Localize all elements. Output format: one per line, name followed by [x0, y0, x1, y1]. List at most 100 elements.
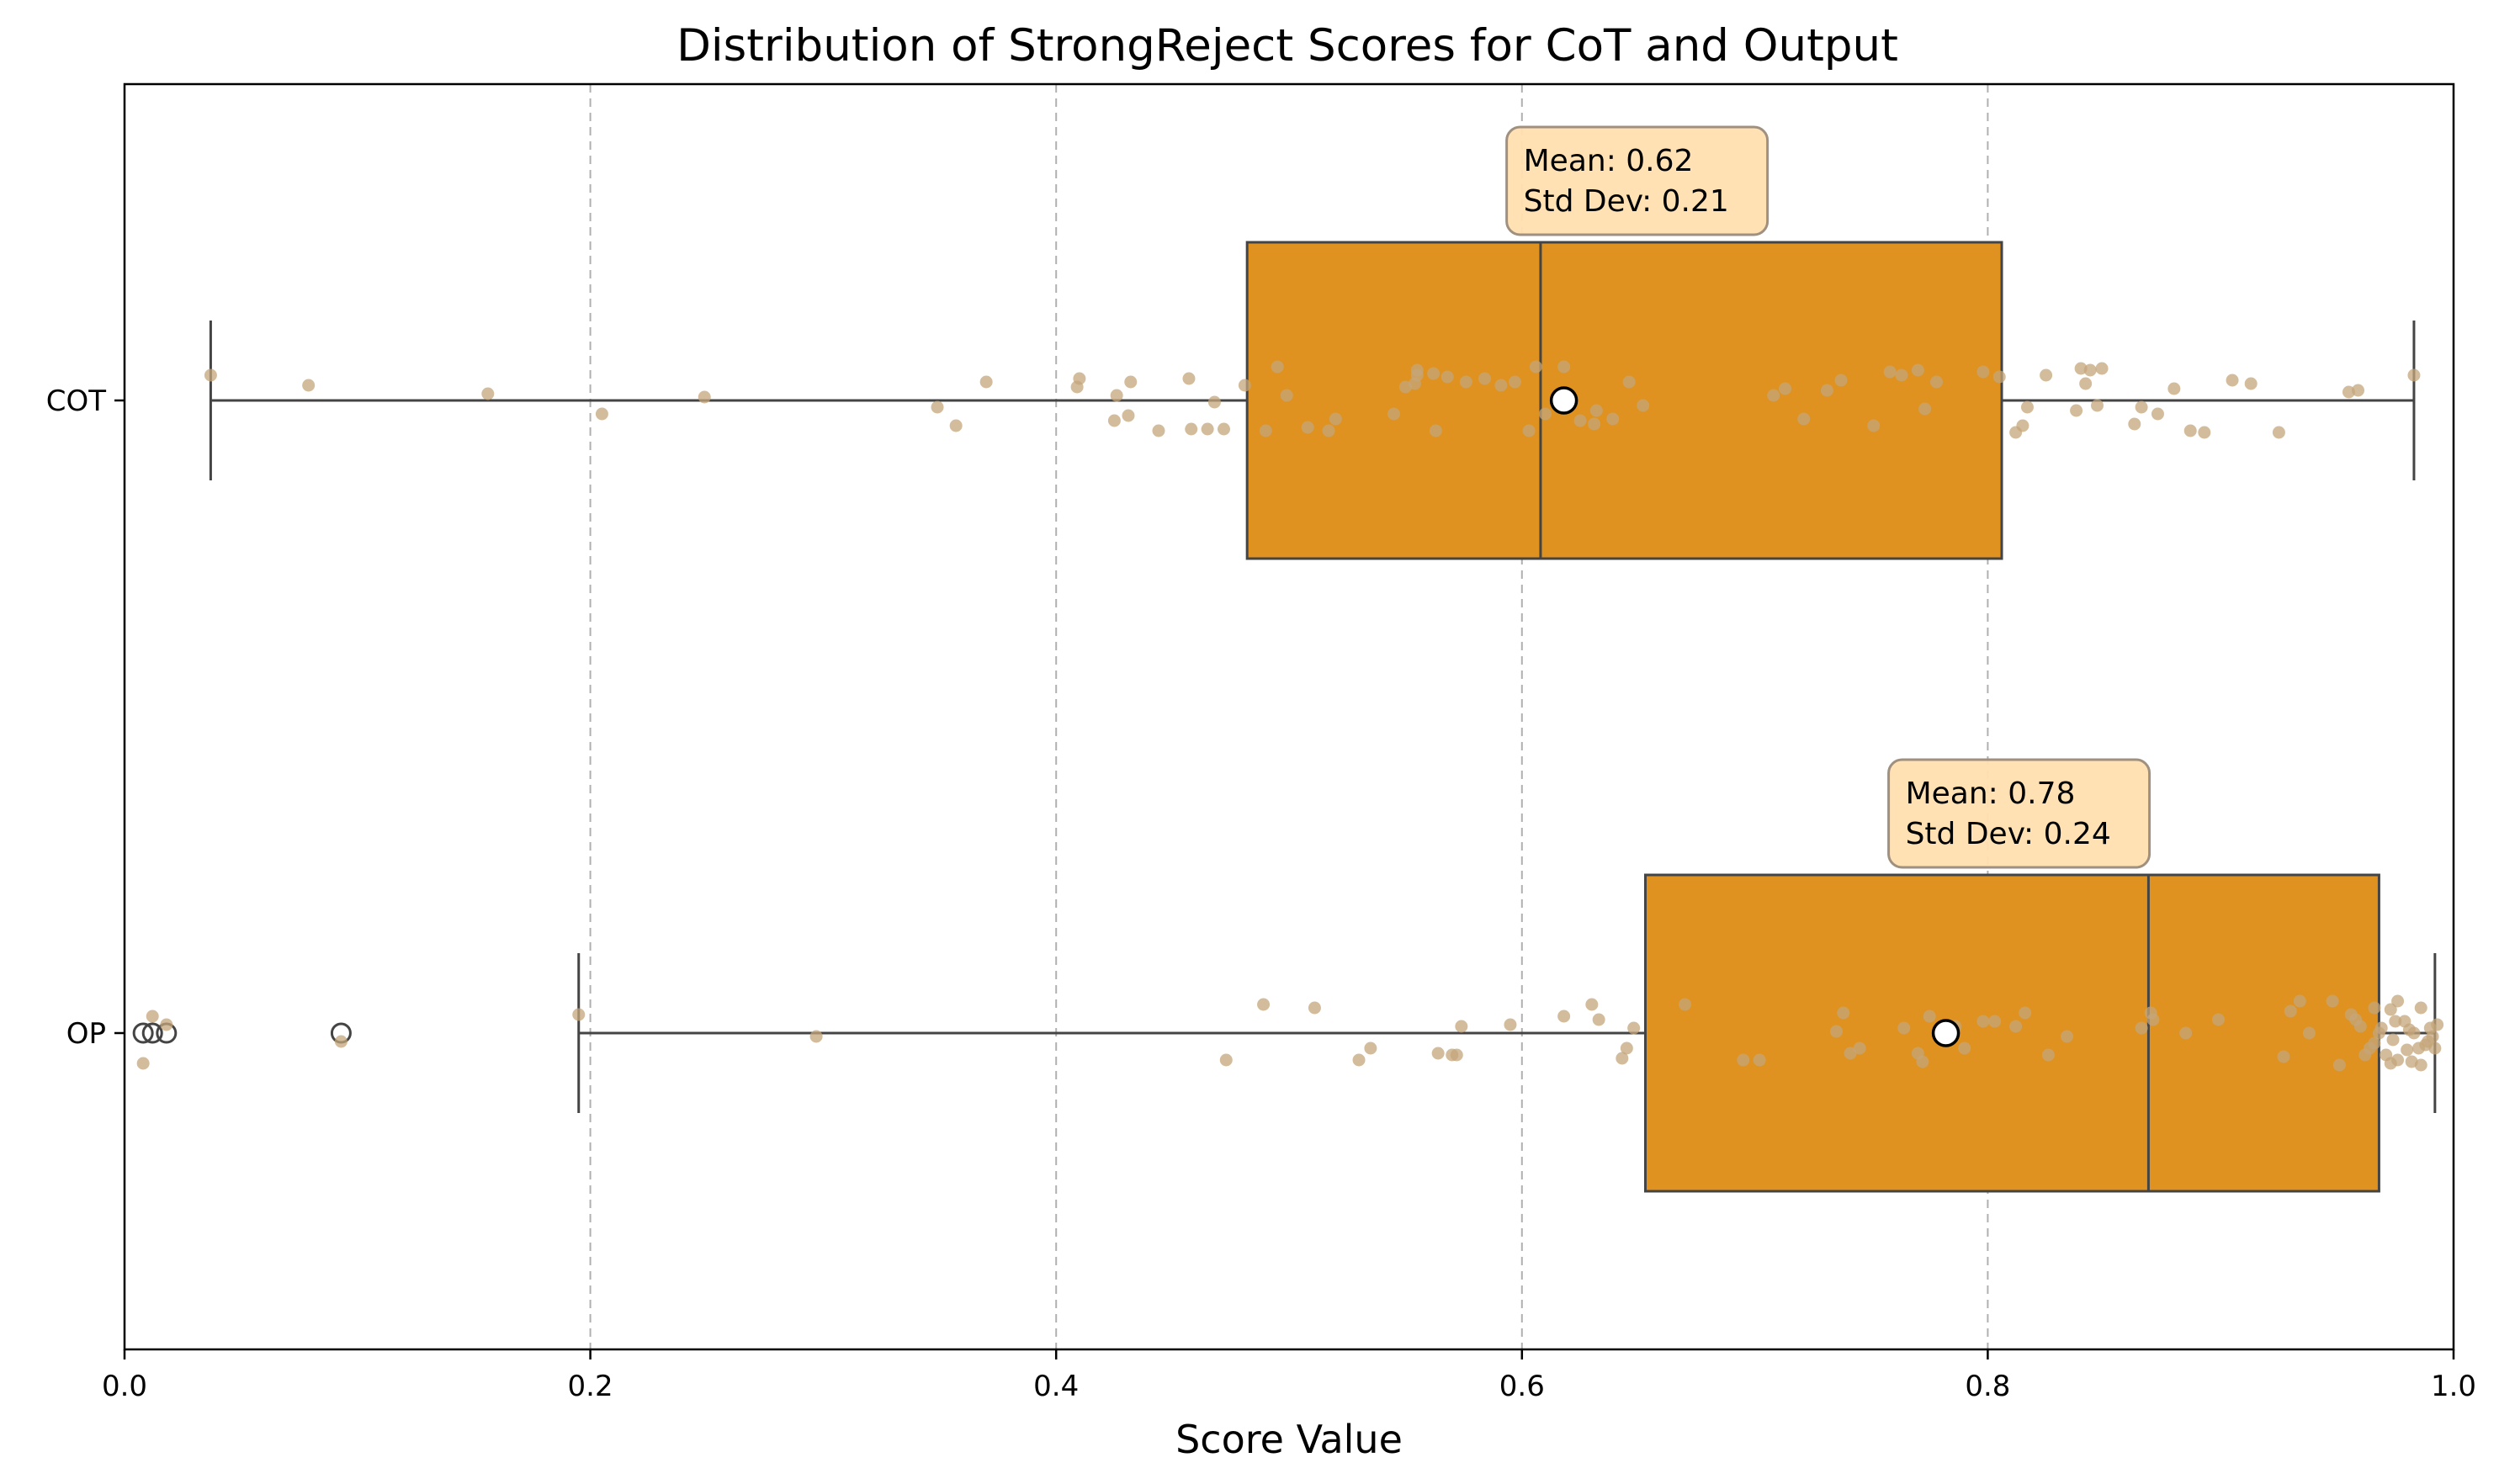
strip-point — [1622, 375, 1636, 389]
strip-point — [949, 419, 963, 432]
strip-point — [2391, 1053, 2405, 1067]
axes: 0.0 0.2 0.4 0.6 0.8 1.0 COT OP — [46, 384, 2476, 1403]
strip-point — [1107, 414, 1121, 427]
strip-point — [1182, 372, 1196, 385]
strip-point — [1219, 1053, 1233, 1067]
outlier-marker — [141, 1022, 163, 1044]
strip-point — [2040, 368, 2053, 382]
annotation-std-cot: Std Dev: 0.21 — [1524, 184, 1729, 219]
strip-point — [1573, 414, 1587, 427]
strip-point — [1585, 998, 1599, 1011]
strip-point — [2272, 426, 2285, 439]
strip-point — [2277, 1050, 2290, 1063]
strip-point — [1606, 412, 1620, 426]
x-tick-label: 0.6 — [1499, 1370, 1545, 1403]
annotation-box-op — [1887, 758, 2151, 869]
strip-point — [1988, 1015, 2002, 1028]
strip-point — [1450, 1048, 1463, 1062]
strip-point — [2293, 994, 2306, 1008]
strip-point — [1478, 372, 1492, 385]
strip-point — [2414, 1001, 2427, 1015]
strip-point — [1837, 1006, 1850, 1020]
strip-point — [136, 1057, 150, 1070]
strip-point — [1992, 370, 2006, 384]
strip-point — [1767, 389, 1780, 402]
strip-point — [2374, 1021, 2388, 1035]
strip-point — [2079, 377, 2093, 390]
strip-point — [2386, 1033, 2400, 1047]
strip-point — [1504, 1018, 1517, 1031]
strip-point — [2135, 1021, 2148, 1035]
strip-point — [1301, 421, 1314, 434]
strip-point — [1259, 424, 1272, 437]
strip-point — [2041, 1048, 2055, 1062]
strip-point — [2244, 377, 2258, 390]
strip-point — [2407, 368, 2421, 382]
strip-point — [160, 1018, 173, 1031]
strip-point — [2095, 362, 2109, 375]
strip-point — [1538, 407, 1552, 421]
strip-point — [1895, 368, 1908, 382]
plot-frame — [123, 82, 2455, 1351]
strip-point — [1883, 365, 1897, 379]
strip-point — [2128, 417, 2141, 431]
strip-point — [2211, 1013, 2225, 1026]
strip-point — [2183, 424, 2197, 437]
strip-point — [2074, 362, 2088, 375]
strip-point — [1557, 1010, 1571, 1023]
strip-point — [1588, 417, 1601, 431]
strip-point — [2083, 363, 2097, 377]
strip-point — [1257, 998, 1271, 1011]
strip-point — [1185, 422, 1198, 436]
strip-point — [1329, 412, 1342, 426]
boxes — [132, 241, 2437, 1193]
strip-point — [2431, 1018, 2444, 1031]
strip-point — [1853, 1041, 1866, 1055]
strip-point — [1911, 363, 1924, 377]
strip-point — [2426, 1030, 2439, 1043]
box-op — [1644, 873, 2380, 1193]
strip-point — [1431, 1047, 1445, 1060]
strip-point — [1930, 375, 1944, 389]
x-tick-label: 0.2 — [568, 1370, 613, 1403]
strip-point — [1797, 412, 1811, 426]
strip-point — [1844, 1047, 1857, 1060]
mean-marker-op — [1931, 1019, 1960, 1047]
strip-point — [1897, 1021, 1911, 1035]
strip-point — [2198, 426, 2211, 439]
strip-point — [1122, 409, 1135, 422]
annotation-mean-cot: Mean: 0.62 — [1524, 144, 1694, 178]
strip-point — [2146, 1013, 2160, 1026]
y-tick-label-cot: COT — [46, 384, 107, 418]
strip-point — [1976, 365, 1990, 379]
strip-point — [2391, 994, 2405, 1008]
strip-point — [1410, 368, 1424, 382]
grid — [589, 84, 1989, 1349]
strip-point — [1916, 1055, 1929, 1068]
strip-point — [1616, 1052, 1629, 1065]
strip-point — [2332, 1058, 2346, 1072]
strip-point — [2342, 385, 2355, 399]
strip-point — [809, 1030, 823, 1043]
strip-point — [2384, 1003, 2397, 1016]
strip-point — [2389, 1015, 2402, 1028]
strip-point — [1073, 372, 1086, 385]
strip-point — [2016, 419, 2029, 432]
strip-point — [2352, 384, 2365, 397]
strip-point — [1958, 1041, 1971, 1055]
strip-point — [2070, 404, 2083, 417]
strip-point — [2368, 1036, 2381, 1050]
strip-point — [1455, 1020, 1468, 1033]
strip-point — [481, 387, 495, 400]
strip-point — [2090, 399, 2104, 412]
strip-point — [1627, 1021, 1641, 1035]
strip-point — [1271, 360, 1284, 374]
strip-point — [1976, 1015, 1990, 1028]
strip-point — [1918, 402, 1932, 416]
strip-point — [1737, 1053, 1750, 1067]
strip-point — [2020, 400, 2034, 414]
strip-point — [1867, 419, 1881, 432]
strip-point — [1557, 360, 1571, 374]
outlier-marker — [132, 1022, 154, 1044]
